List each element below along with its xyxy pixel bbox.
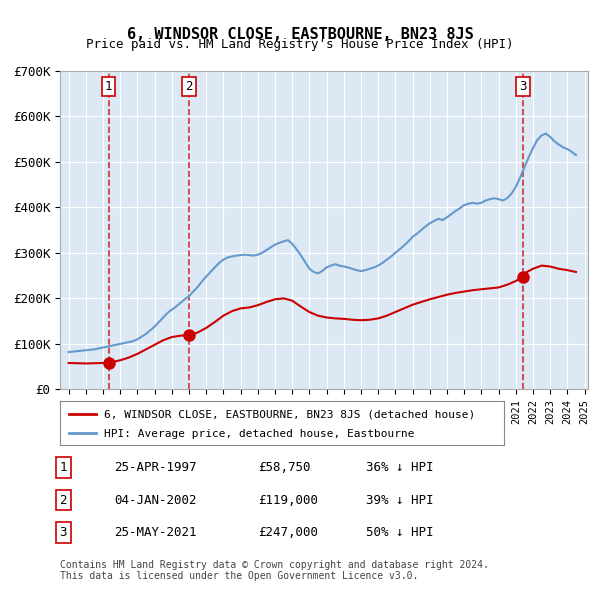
Text: Contains HM Land Registry data © Crown copyright and database right 2024.
This d: Contains HM Land Registry data © Crown c… [60,559,489,581]
Text: 36% ↓ HPI: 36% ↓ HPI [366,461,433,474]
Text: 2: 2 [185,80,193,93]
Text: 39% ↓ HPI: 39% ↓ HPI [366,493,433,507]
Text: 25-MAY-2021: 25-MAY-2021 [114,526,197,539]
Text: £247,000: £247,000 [258,526,318,539]
Text: 1: 1 [59,461,67,474]
Text: 25-APR-1997: 25-APR-1997 [114,461,197,474]
Text: HPI: Average price, detached house, Eastbourne: HPI: Average price, detached house, East… [104,429,415,439]
Text: 2: 2 [59,493,67,507]
Text: 04-JAN-2002: 04-JAN-2002 [114,493,197,507]
Text: 50% ↓ HPI: 50% ↓ HPI [366,526,433,539]
Text: £58,750: £58,750 [258,461,311,474]
Text: 3: 3 [59,526,67,539]
Text: £119,000: £119,000 [258,493,318,507]
Text: 6, WINDSOR CLOSE, EASTBOURNE, BN23 8JS (detached house): 6, WINDSOR CLOSE, EASTBOURNE, BN23 8JS (… [104,409,476,419]
Text: Price paid vs. HM Land Registry's House Price Index (HPI): Price paid vs. HM Land Registry's House … [86,38,514,51]
Text: 6, WINDSOR CLOSE, EASTBOURNE, BN23 8JS: 6, WINDSOR CLOSE, EASTBOURNE, BN23 8JS [127,27,473,41]
Text: 1: 1 [105,80,112,93]
Text: 3: 3 [519,80,526,93]
